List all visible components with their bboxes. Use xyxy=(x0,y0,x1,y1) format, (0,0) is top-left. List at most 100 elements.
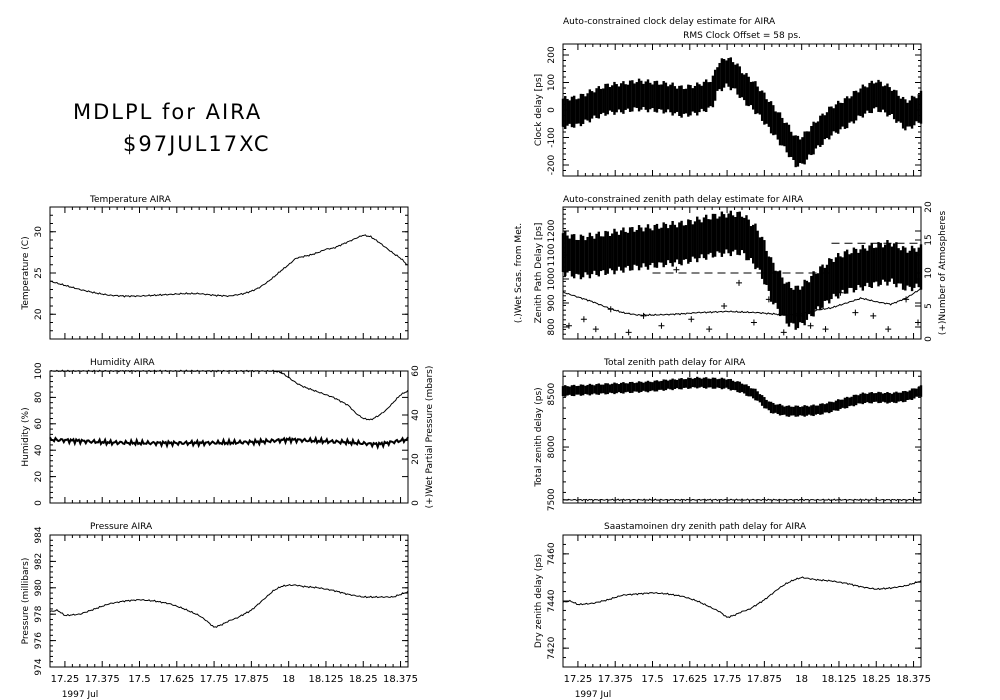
y-tick-label: 0 xyxy=(547,107,557,113)
y-axis-label: Pressure (millibars) xyxy=(21,558,31,645)
y-tick-label: 30 xyxy=(34,226,44,238)
x-tick-label: 17.75 xyxy=(200,674,229,685)
y-tick-label: 978 xyxy=(34,605,44,622)
x-tick-label: 18 xyxy=(795,674,808,685)
x-tick-label: 17.875 xyxy=(747,674,782,685)
y-axis-label: Humidity (%) xyxy=(21,407,31,466)
plot-frame xyxy=(49,370,409,504)
plot-frame xyxy=(49,534,409,668)
plot-frame xyxy=(562,534,922,668)
y-axis-label: Clock delay [ps] xyxy=(534,74,544,146)
y-axis-label: Temperature (C) xyxy=(21,236,31,310)
y-axis-label-secondary: (.)Wet Scas. from Met. xyxy=(514,223,524,323)
plus-marker xyxy=(795,312,802,319)
x-tick-label: 17.625 xyxy=(159,674,194,685)
y2-tick-label: 15 xyxy=(924,234,934,245)
y-tick-label: 100 xyxy=(547,74,557,91)
session-name: $97JUL17XC xyxy=(123,132,271,156)
x-tick-label: 18.375 xyxy=(896,674,931,685)
series-line xyxy=(562,576,922,619)
y-tick-label: 1200 xyxy=(547,219,557,242)
y2-axis-label: (+)Wet Partial Pressure (mbars) xyxy=(425,366,435,509)
y-tick-label: 7460 xyxy=(547,542,557,565)
x-tick-label: 17.375 xyxy=(598,674,633,685)
plus-marker xyxy=(640,312,647,319)
series-line xyxy=(49,435,409,450)
x-tick-label: 18.375 xyxy=(383,674,418,685)
plus-marker xyxy=(822,326,829,333)
y2-tick-label: 20 xyxy=(924,201,934,213)
y2-tick-label: 40 xyxy=(411,409,421,421)
y2-tick-label: 5 xyxy=(924,303,934,309)
plus-marker xyxy=(736,279,743,286)
series-line xyxy=(562,498,922,502)
y2-tick-label: 20 xyxy=(411,453,421,465)
y-tick-label: 976 xyxy=(34,632,44,649)
x-tick-label: 18.125 xyxy=(821,674,856,685)
x-axis-date-label: 1997 Jul xyxy=(575,690,612,700)
y-tick-label: 25 xyxy=(34,267,44,278)
panel-subtitle: RMS Clock Offset = 58 ps. xyxy=(683,31,801,41)
panel-title: Humidity AIRA xyxy=(90,358,155,368)
x-tick-label: 17.25 xyxy=(564,674,593,685)
y-tick-label: -200 xyxy=(547,155,557,176)
y-tick-label: 1000 xyxy=(547,267,557,290)
x-tick-label: 18.25 xyxy=(349,674,378,685)
plus-marker xyxy=(780,329,787,336)
series-line xyxy=(49,369,409,421)
y-tick-label: 20 xyxy=(34,308,44,320)
plus-marker xyxy=(870,312,877,319)
plot-frame xyxy=(49,206,409,340)
y-tick-label: 984 xyxy=(34,526,44,543)
x-tick-label: 17.75 xyxy=(713,674,742,685)
y-axis-label: Dry zenith delay (ps) xyxy=(534,554,544,648)
x-tick-label: 17.5 xyxy=(128,674,150,685)
y-tick-label: 7500 xyxy=(547,488,557,511)
y-tick-label: 900 xyxy=(547,294,557,311)
panel-title: Auto-constrained clock delay estimate fo… xyxy=(563,17,776,27)
y-tick-label: 8000 xyxy=(547,435,557,458)
plus-marker xyxy=(885,326,892,333)
y2-tick-label: 0 xyxy=(924,336,934,342)
y-tick-label: 7440 xyxy=(547,589,557,612)
plus-marker xyxy=(607,306,614,313)
plus-marker xyxy=(903,296,910,303)
x-tick-label: 17.5 xyxy=(641,674,663,685)
y-tick-label: 20 xyxy=(34,471,44,483)
y-axis-label: Zenith Path Delay [ps] xyxy=(534,223,544,324)
y-tick-label: 7420 xyxy=(547,636,557,659)
panel-title: Auto-constrained zenith path delay estim… xyxy=(563,195,804,205)
x-axis-date-label: 1997 Jul xyxy=(62,690,99,700)
y-axis-label: Total zenith delay (ps) xyxy=(534,387,544,487)
panel-title: Temperature AIRA xyxy=(89,195,172,205)
panel-title: Saastamoinen dry zenith path delay for A… xyxy=(604,522,807,532)
plus-marker xyxy=(565,322,572,329)
y-tick-label: 40 xyxy=(34,444,44,456)
plus-marker xyxy=(807,322,814,329)
plus-marker xyxy=(721,303,728,309)
y-tick-label: 80 xyxy=(34,391,44,403)
series-line xyxy=(49,584,409,628)
x-tick-label: 18 xyxy=(282,674,295,685)
y-tick-label: 1100 xyxy=(547,243,557,266)
x-tick-label: 17.625 xyxy=(672,674,707,685)
y-tick-label: 100 xyxy=(34,362,44,379)
series-line xyxy=(562,287,922,317)
y-tick-label: 200 xyxy=(547,46,557,63)
plus-marker xyxy=(837,289,844,296)
series-line xyxy=(49,234,409,298)
plus-marker xyxy=(688,316,695,323)
x-tick-label: 17.375 xyxy=(85,674,120,685)
panel-title: Pressure AIRA xyxy=(90,522,153,532)
y-tick-label: 60 xyxy=(34,418,44,430)
x-tick-label: 18.25 xyxy=(862,674,891,685)
plus-marker xyxy=(625,329,632,336)
y-tick-label: 8500 xyxy=(547,383,557,406)
y-tick-label: 974 xyxy=(34,658,44,675)
plus-marker xyxy=(706,326,713,333)
plus-marker xyxy=(750,319,757,326)
y-tick-label: 0 xyxy=(34,500,44,506)
y-tick-label: 980 xyxy=(34,579,44,596)
plus-marker xyxy=(765,296,772,303)
